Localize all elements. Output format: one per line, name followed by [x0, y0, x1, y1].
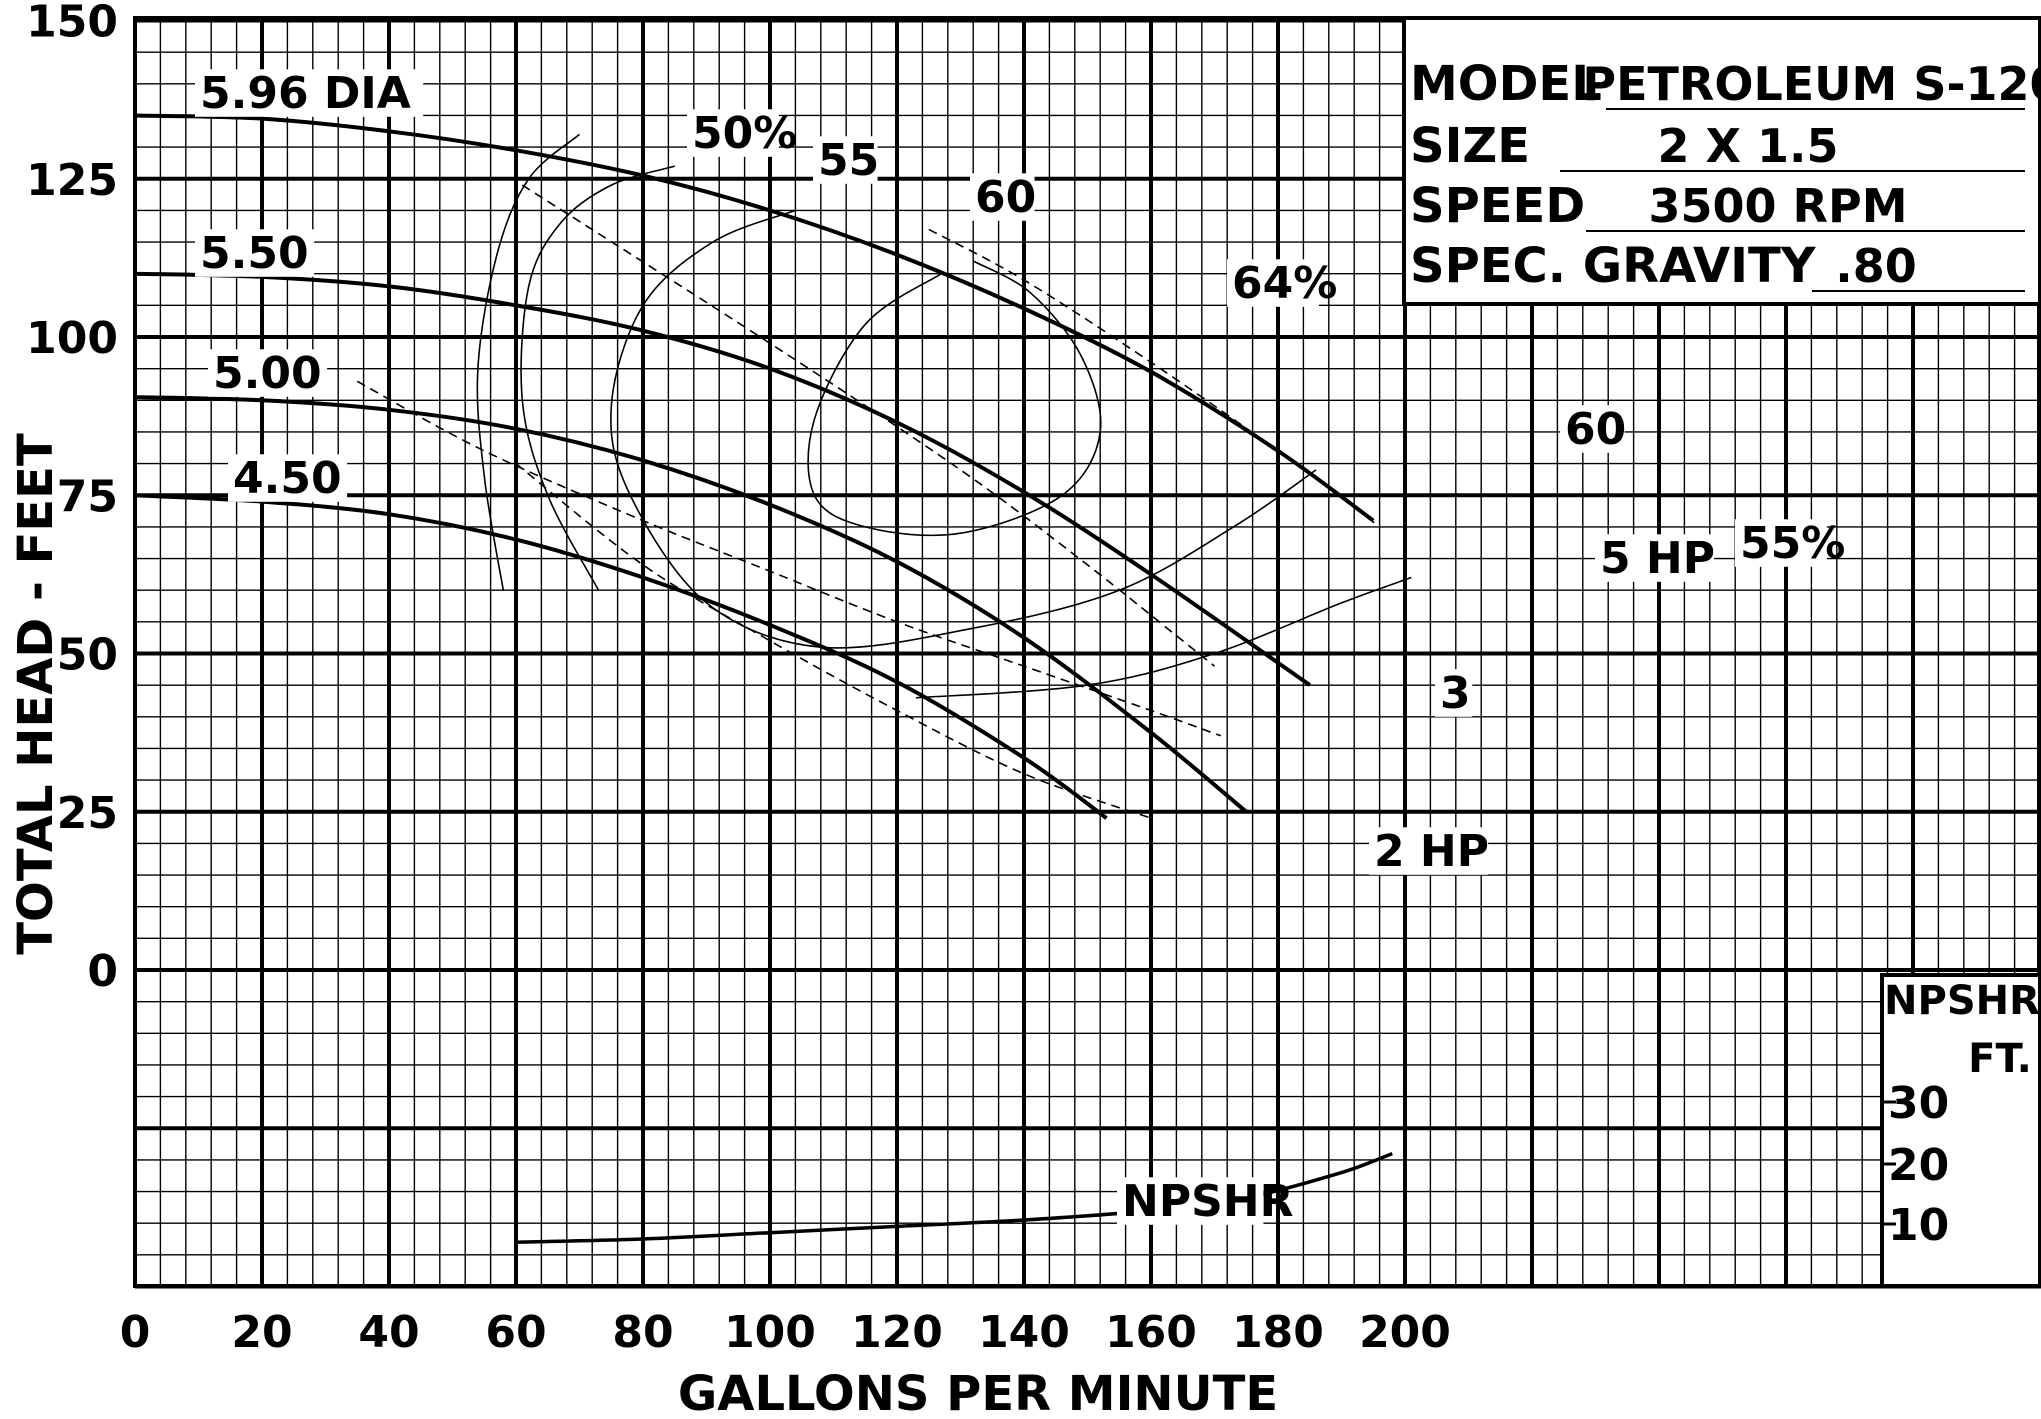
npshr-tick-label: 30: [1888, 1078, 1949, 1129]
head-curve-label: 5.00: [213, 348, 322, 399]
x-tick-label: 20: [231, 1307, 292, 1358]
head-curve-label-bg: [228, 454, 348, 502]
npshr-tick-label: 10: [1888, 1200, 1949, 1251]
x-tick-label: 40: [358, 1307, 419, 1358]
head-curve-label-bg: [195, 229, 315, 277]
efficiency-label: 55%: [1740, 518, 1845, 569]
info-box: [1402, 16, 2041, 306]
npshr-axis-title: NPSHR: [1884, 978, 2040, 1024]
efficiency-curve-55pct: [915, 576, 1412, 699]
efficiency-curve-55: [520, 165, 676, 591]
npshr-tick-label: 20: [1888, 1140, 1949, 1191]
x-tick-label: 100: [724, 1307, 816, 1358]
plot-border: [133, 16, 2041, 1288]
efficiency-label-bg: [1735, 519, 1827, 567]
power-label-bg: [1369, 827, 1489, 875]
info-value-3: .80: [1835, 239, 1917, 293]
efficiency-label: 64%: [1232, 258, 1337, 309]
efficiency-curve-64pct: [807, 260, 1102, 537]
head-curve-label: 5.96 DIA: [200, 68, 411, 119]
x-tick-label: 120: [851, 1307, 943, 1358]
efficiency-label-bg: [1560, 405, 1625, 453]
info-value-1: 2 X 1.5: [1658, 119, 1839, 173]
head-curve-label-bg: [208, 349, 328, 397]
x-axis-title: GALLONS PER MINUTE: [678, 1366, 1278, 1419]
head-curve-4-50: [134, 493, 1108, 820]
head-curve-label: 5.50: [200, 228, 309, 279]
x-tick-label: 0: [120, 1307, 151, 1358]
info-label-0: MODEL: [1410, 56, 1602, 112]
y-tick-label: 25: [57, 788, 118, 839]
y-tick-label: 75: [57, 471, 118, 522]
power-line-5-hp-upper-: [928, 228, 1381, 528]
head-curve-5-50: [134, 271, 1311, 687]
y-tick-label: 150: [26, 0, 118, 48]
npshr-curve-label: NPSHR: [1122, 1176, 1293, 1227]
head-curve-5-96-dia: [134, 113, 1375, 523]
efficiency-label-bg: [687, 109, 779, 157]
y-tick-label: 0: [87, 946, 118, 997]
info-label-1: SIZE: [1410, 118, 1530, 174]
power-label: 3: [1440, 668, 1471, 719]
efficiency-label-bg: [813, 136, 878, 184]
efficiency-curve-50pct: [476, 133, 581, 591]
y-axis-title: TOTAL HEAD - FEET: [8, 433, 64, 955]
npshr-axis-box: [1880, 973, 2041, 1288]
efficiency-label: 60: [1565, 404, 1626, 455]
y-tick-label: 50: [57, 630, 118, 681]
efficiency-label-bg: [970, 173, 1035, 221]
info-label-3: SPEC. GRAVITY: [1410, 238, 1817, 294]
power-label-bg: [1595, 534, 1715, 582]
x-tick-label: 180: [1232, 1307, 1324, 1358]
head-curve-label-bg: [195, 69, 424, 117]
power-line-2-hp: [515, 462, 1152, 819]
power-line-5-hp: [521, 184, 1216, 667]
power-label-bg: [1435, 669, 1473, 717]
x-tick-label: 140: [978, 1307, 1070, 1358]
y-tick-label: 100: [26, 313, 118, 364]
npshr-curve: [515, 1151, 1393, 1244]
info-value-2: 3500 RPM: [1649, 179, 1908, 233]
npshr-axis-unit: FT.: [1968, 1036, 2032, 1082]
efficiency-label: 55: [818, 135, 879, 186]
efficiency-curve-60: [610, 209, 1317, 649]
power-line-3: [356, 380, 1222, 737]
efficiency-label: 50%: [692, 108, 797, 159]
npshr-curve-label-bg: [1117, 1177, 1264, 1225]
x-tick-label: 60: [485, 1307, 546, 1358]
efficiency-label: 60: [975, 172, 1036, 223]
info-value-0: PETROLEUM S-120: [1582, 57, 2041, 111]
efficiency-label-bg: [1227, 259, 1319, 307]
y-tick-label: 125: [26, 155, 118, 206]
power-label: 2 HP: [1374, 826, 1489, 877]
x-tick-label: 80: [612, 1307, 673, 1358]
head-curve-5-00: [134, 395, 1248, 814]
x-tick-label: 160: [1105, 1307, 1197, 1358]
head-curve-label: 4.50: [233, 453, 342, 504]
power-label: 5 HP: [1600, 533, 1715, 584]
info-label-2: SPEED: [1410, 178, 1585, 234]
x-tick-label: 200: [1359, 1307, 1451, 1358]
